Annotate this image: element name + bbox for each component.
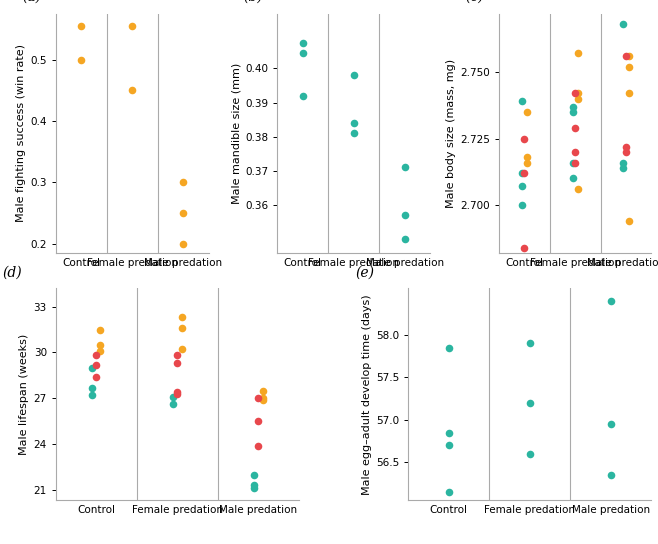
Point [249, 481, 260, 490]
Y-axis label: Male fighting success (win rate): Male fighting success (win rate) [16, 44, 26, 222]
Point [399, 163, 410, 172]
Point [570, 123, 580, 132]
Point [618, 20, 628, 29]
Point [618, 164, 628, 172]
Point [519, 169, 530, 177]
Point [567, 108, 578, 116]
Point [349, 119, 359, 127]
Point [91, 351, 102, 360]
Point [257, 386, 268, 395]
Point [172, 390, 183, 398]
Point [87, 363, 97, 372]
Point [443, 343, 454, 352]
Point [91, 360, 102, 369]
Point [519, 243, 530, 252]
Text: (e): (e) [355, 266, 374, 280]
Point [178, 239, 188, 248]
Point [572, 89, 583, 98]
Point [620, 147, 631, 156]
Point [517, 97, 527, 106]
Text: (d): (d) [3, 266, 22, 280]
Point [349, 71, 359, 79]
Point [570, 89, 580, 98]
Point [524, 399, 535, 407]
Point [570, 158, 580, 167]
Point [572, 94, 583, 103]
Point [623, 52, 634, 60]
Point [178, 209, 188, 218]
Point [521, 108, 532, 116]
Point [399, 211, 410, 220]
Text: (c): (c) [465, 0, 484, 4]
Y-axis label: Male egg–adult develop time (days): Male egg–adult develop time (days) [362, 294, 372, 494]
Point [620, 52, 631, 60]
Point [605, 296, 616, 305]
Point [297, 91, 308, 100]
Point [521, 158, 532, 167]
Point [623, 217, 634, 225]
Point [443, 441, 454, 450]
Point [95, 325, 106, 334]
Point [87, 383, 97, 392]
Point [168, 400, 179, 409]
Point [567, 158, 578, 167]
Point [76, 22, 87, 30]
Point [253, 417, 264, 425]
Point [297, 38, 308, 47]
Point [249, 470, 260, 479]
Point [172, 388, 183, 397]
Point [176, 345, 187, 354]
Point [517, 182, 527, 191]
Point [95, 347, 106, 355]
Point [572, 185, 583, 194]
Point [524, 449, 535, 458]
Text: (a): (a) [22, 0, 41, 4]
Point [524, 339, 535, 348]
Point [249, 484, 260, 493]
Point [91, 373, 102, 381]
Point [127, 22, 138, 30]
Point [87, 391, 97, 399]
Point [257, 394, 268, 403]
Point [521, 153, 532, 162]
Point [567, 102, 578, 111]
Point [517, 169, 527, 177]
Y-axis label: Male mandible size (mm): Male mandible size (mm) [231, 63, 241, 204]
Point [95, 341, 106, 349]
Point [570, 147, 580, 156]
Point [605, 420, 616, 429]
Point [623, 89, 634, 98]
Y-axis label: Male lifespan (weeks): Male lifespan (weeks) [20, 334, 30, 455]
Point [257, 395, 268, 404]
Point [127, 86, 138, 95]
Point [443, 428, 454, 437]
Point [176, 324, 187, 332]
Point [349, 129, 359, 138]
Point [168, 392, 179, 401]
Point [297, 48, 308, 57]
Point [253, 394, 264, 403]
Point [176, 313, 187, 322]
Point [172, 351, 183, 360]
Point [620, 142, 631, 151]
Point [572, 49, 583, 58]
Point [178, 178, 188, 187]
Text: (b): (b) [243, 0, 263, 4]
Y-axis label: Male body size (mass, mg): Male body size (mass, mg) [445, 59, 455, 208]
Point [253, 441, 264, 450]
Point [519, 134, 530, 143]
Point [623, 63, 634, 71]
Point [605, 471, 616, 479]
Point [399, 235, 410, 244]
Point [172, 358, 183, 367]
Point [567, 174, 578, 183]
Point [517, 201, 527, 209]
Point [443, 487, 454, 496]
Point [76, 55, 87, 64]
Point [618, 158, 628, 167]
